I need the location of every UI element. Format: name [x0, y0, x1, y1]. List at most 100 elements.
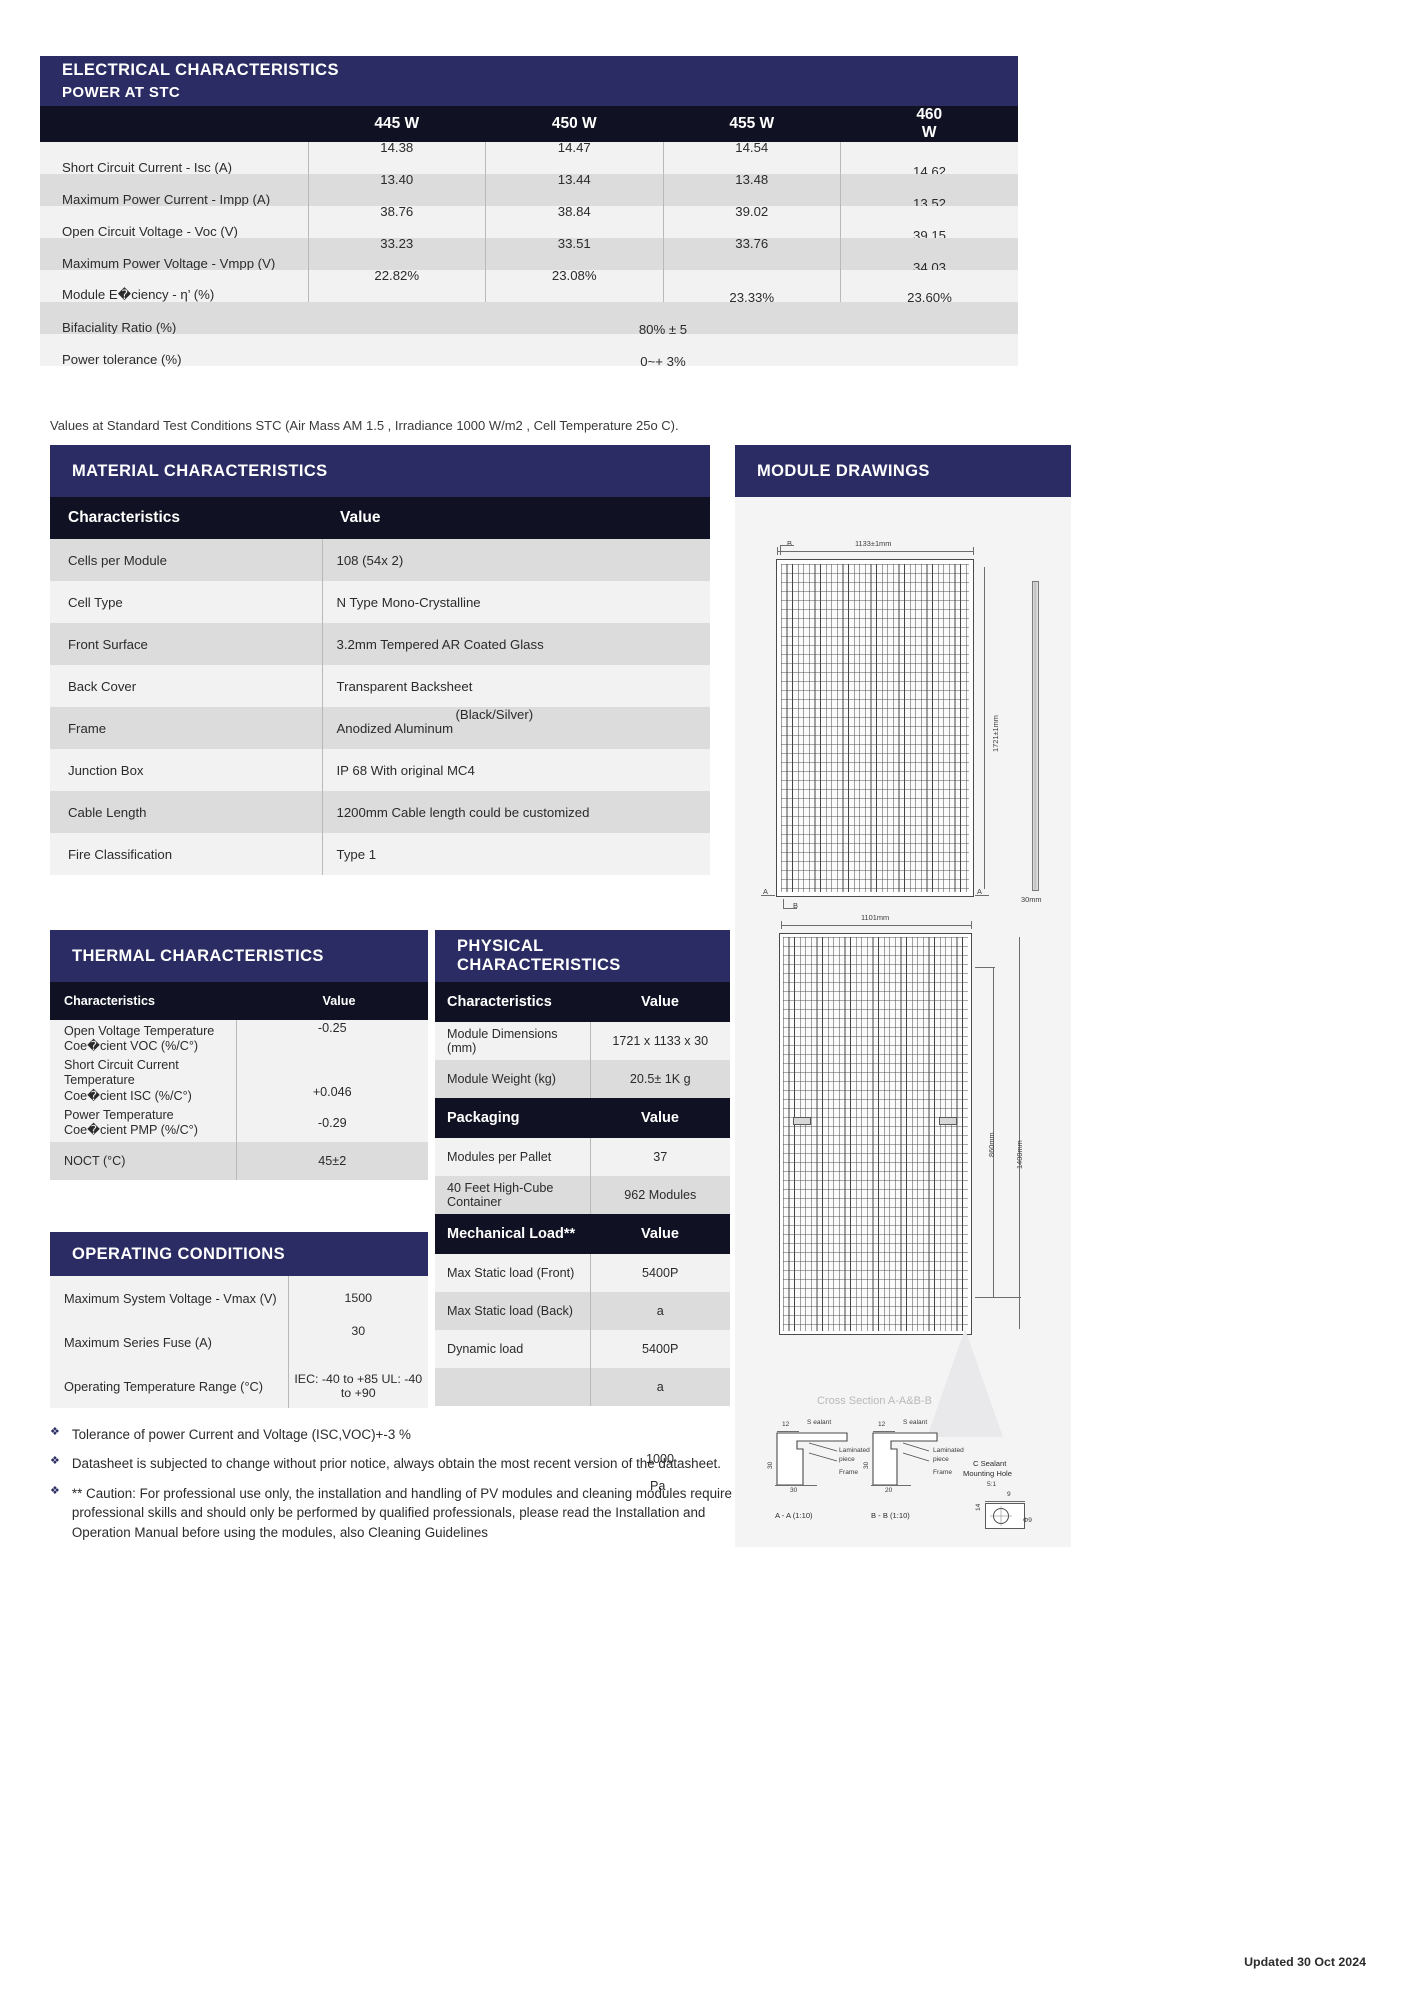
marker-a-right-line: [975, 895, 989, 896]
physical-table: Characteristics Value Module Dimensions …: [435, 982, 730, 1406]
row-label: Module E�ciency - η’ (%): [40, 270, 308, 302]
row-label: Operating Temperature Range (°C): [50, 1364, 288, 1408]
marker-b-bottom-line: [783, 908, 797, 909]
electrical-table: 445 W 450 W 455 W 460 W Short Circuit Cu…: [40, 106, 1018, 369]
drawings-banner-title: MODULE DRAWINGS: [757, 461, 930, 480]
dim-line-860: [993, 967, 994, 1297]
operating-conditions-section: OPERATING CONDITIONS Maximum System Volt…: [50, 1232, 428, 1408]
drawings-banner: MODULE DRAWINGS: [735, 445, 1071, 497]
table-row: Module Weight (kg) 20.5± 1K g: [435, 1060, 730, 1098]
marker-b-bottom: B: [793, 901, 798, 910]
electrical-banner-subtitle: POWER AT STC: [62, 84, 181, 101]
row-value: -0.29: [235, 1104, 428, 1143]
row-label: Maximum Series Fuse (A): [50, 1320, 288, 1364]
row-value: 1200mm Cable length could be customized: [321, 791, 710, 833]
drawings-body: 1133±1mm B 1721±1mm A A B 30mm 1101mm: [735, 497, 1071, 1547]
table-row: Cells per Module 108 (54x 2): [50, 539, 710, 581]
electrical-header-460w: 460 W: [840, 106, 1018, 142]
dim-line-top: [777, 551, 973, 552]
top-view-width-dim: 1133±1mm: [855, 539, 892, 548]
packaging-header-value: Value: [590, 1098, 730, 1138]
dim-line-1400: [1019, 937, 1020, 1329]
packaging-header-label: Packaging: [435, 1098, 590, 1138]
footnote-text: Datasheet is subjected to change without…: [71, 1456, 721, 1472]
row-label: Module Weight (kg): [435, 1060, 590, 1098]
module-back-outline: [779, 933, 972, 1335]
row-value: 3.2mm Tempered AR Coated Glass: [321, 623, 710, 665]
operating-banner-title: OPERATING CONDITIONS: [72, 1244, 286, 1263]
row-label: Modules per Pallet: [435, 1138, 590, 1176]
row-value-main: Anodized Aluminum: [336, 720, 454, 736]
dim-line: [871, 1485, 911, 1486]
xsec-left-bottom-dim: 30: [790, 1487, 798, 1494]
mounting-hole-title-2: Mounting Hole: [963, 1469, 1012, 1478]
row-label-line1: Open Voltage Temperature: [64, 1023, 215, 1038]
row-value: -0.25: [235, 1020, 428, 1058]
row-value: 5400P: [589, 1330, 730, 1368]
row-label: NOCT (°C): [50, 1142, 236, 1181]
row-label: Bifaciality Ratio (%): [40, 302, 308, 335]
table-row: Power tolerance (%) 0~+ 3%: [40, 334, 1018, 369]
module-back-cellgrid: [783, 937, 968, 1331]
footnote-item: ❖ Tolerance of power Current and Voltage…: [50, 1425, 750, 1444]
electrical-header-445w: 445 W: [308, 106, 486, 142]
packaging-header-row: Packaging Value: [435, 1098, 730, 1138]
table-row: Modules per Pallet 37: [435, 1138, 730, 1176]
row-value: 14.54: [662, 140, 841, 174]
row-label: 40 Feet High-Cube Container: [435, 1176, 590, 1214]
xsec-left-sealant-label: S ealant: [807, 1419, 832, 1426]
table-row: Maximum Power Voltage - Vmpp (V) 33.23 3…: [40, 236, 1018, 275]
row-label: Power tolerance (%): [40, 334, 308, 367]
mounting-hole-dim-14: 14: [975, 1503, 982, 1511]
electrical-characteristics-section: ELECTRICAL CHARACTERISTICS POWER AT STC …: [40, 56, 1018, 369]
row-value: 22.82%: [307, 268, 486, 302]
row-value-overlap: (Black/Silver): [455, 707, 534, 722]
dim-line-right: [984, 567, 985, 889]
row-label: [435, 1368, 590, 1406]
row-value: 14.62: [840, 142, 1018, 179]
xsec-left-piece-label: piece: [839, 1456, 855, 1463]
xsec-right-piece-label: piece: [933, 1456, 949, 1463]
marker-b-top: B: [787, 539, 792, 548]
row-label: Open Voltage Temperature Coe�cient VOC (…: [50, 1020, 236, 1058]
bottom-view-width-dim: 1101mm: [861, 913, 890, 922]
electrical-header-450w: 450 W: [485, 106, 663, 142]
physical-banner: PHYSICAL CHARACTERISTICS: [435, 930, 730, 982]
table-row: Frame Anodized Aluminum (Black/Silver): [50, 707, 710, 749]
table-row: Cable Length 1200mm Cable length could b…: [50, 791, 710, 833]
row-value: 80% ± 5: [308, 302, 1018, 337]
row-label: Dynamic load: [435, 1330, 590, 1368]
table-row: Fire Classification Type 1: [50, 833, 710, 875]
row-value: 20.5± 1K g: [589, 1060, 730, 1098]
thermal-characteristics-section: THERMAL CHARACTERISTICS Characteristics …: [50, 930, 428, 1181]
mounting-hole-circle: [990, 1506, 1012, 1526]
row-label-line2: Coe�cient VOC (%/C°): [64, 1039, 199, 1053]
row-value: 37: [589, 1138, 730, 1176]
mounting-hole-scale: 5:1: [987, 1481, 997, 1488]
xsec-bb-label: B - B (1:10): [871, 1511, 910, 1520]
row-label: Power Temperature Coe�cient PMP (%/C°): [50, 1104, 236, 1143]
watermark-triangle: [927, 1329, 1003, 1437]
row-value: IP 68 With original MC4: [321, 749, 710, 791]
footnote-item: ❖ ** Caution: For professional use only,…: [50, 1484, 750, 1542]
table-row: Short Circuit Current Temperature Coe�ci…: [50, 1058, 428, 1105]
dim-tick: [975, 967, 995, 968]
row-label: Module Dimensions (mm): [435, 1022, 590, 1060]
thermal-banner: THERMAL CHARACTERISTICS: [50, 930, 428, 982]
row-value: 108 (54x 2): [321, 539, 710, 581]
dim-tick: [781, 921, 782, 929]
row-label: Maximum Power Voltage - Vmpp (V): [40, 238, 308, 271]
row-label: Short Circuit Current - Isc (A): [40, 142, 308, 175]
table-row: Short Circuit Current - Isc (A) 14.38 14…: [40, 140, 1018, 179]
mounting-hole-dim-phi: Φ9: [1023, 1517, 1032, 1524]
electrical-header-460w-line1: 460: [916, 106, 943, 123]
xsec-right-top-dim: 12: [878, 1421, 886, 1428]
material-banner: MATERIAL CHARACTERISTICS: [50, 445, 710, 497]
physical-header-value: Value: [590, 982, 730, 1022]
thermal-header-row: Characteristics Value: [50, 982, 428, 1020]
row-label: Max Static load (Back): [435, 1292, 590, 1330]
thermal-header-characteristics: Characteristics: [50, 982, 236, 1020]
table-row: Maximum System Voltage - Vmax (V) 1500: [50, 1276, 428, 1320]
mechanical-header-label: Mechanical Load**: [435, 1214, 590, 1254]
